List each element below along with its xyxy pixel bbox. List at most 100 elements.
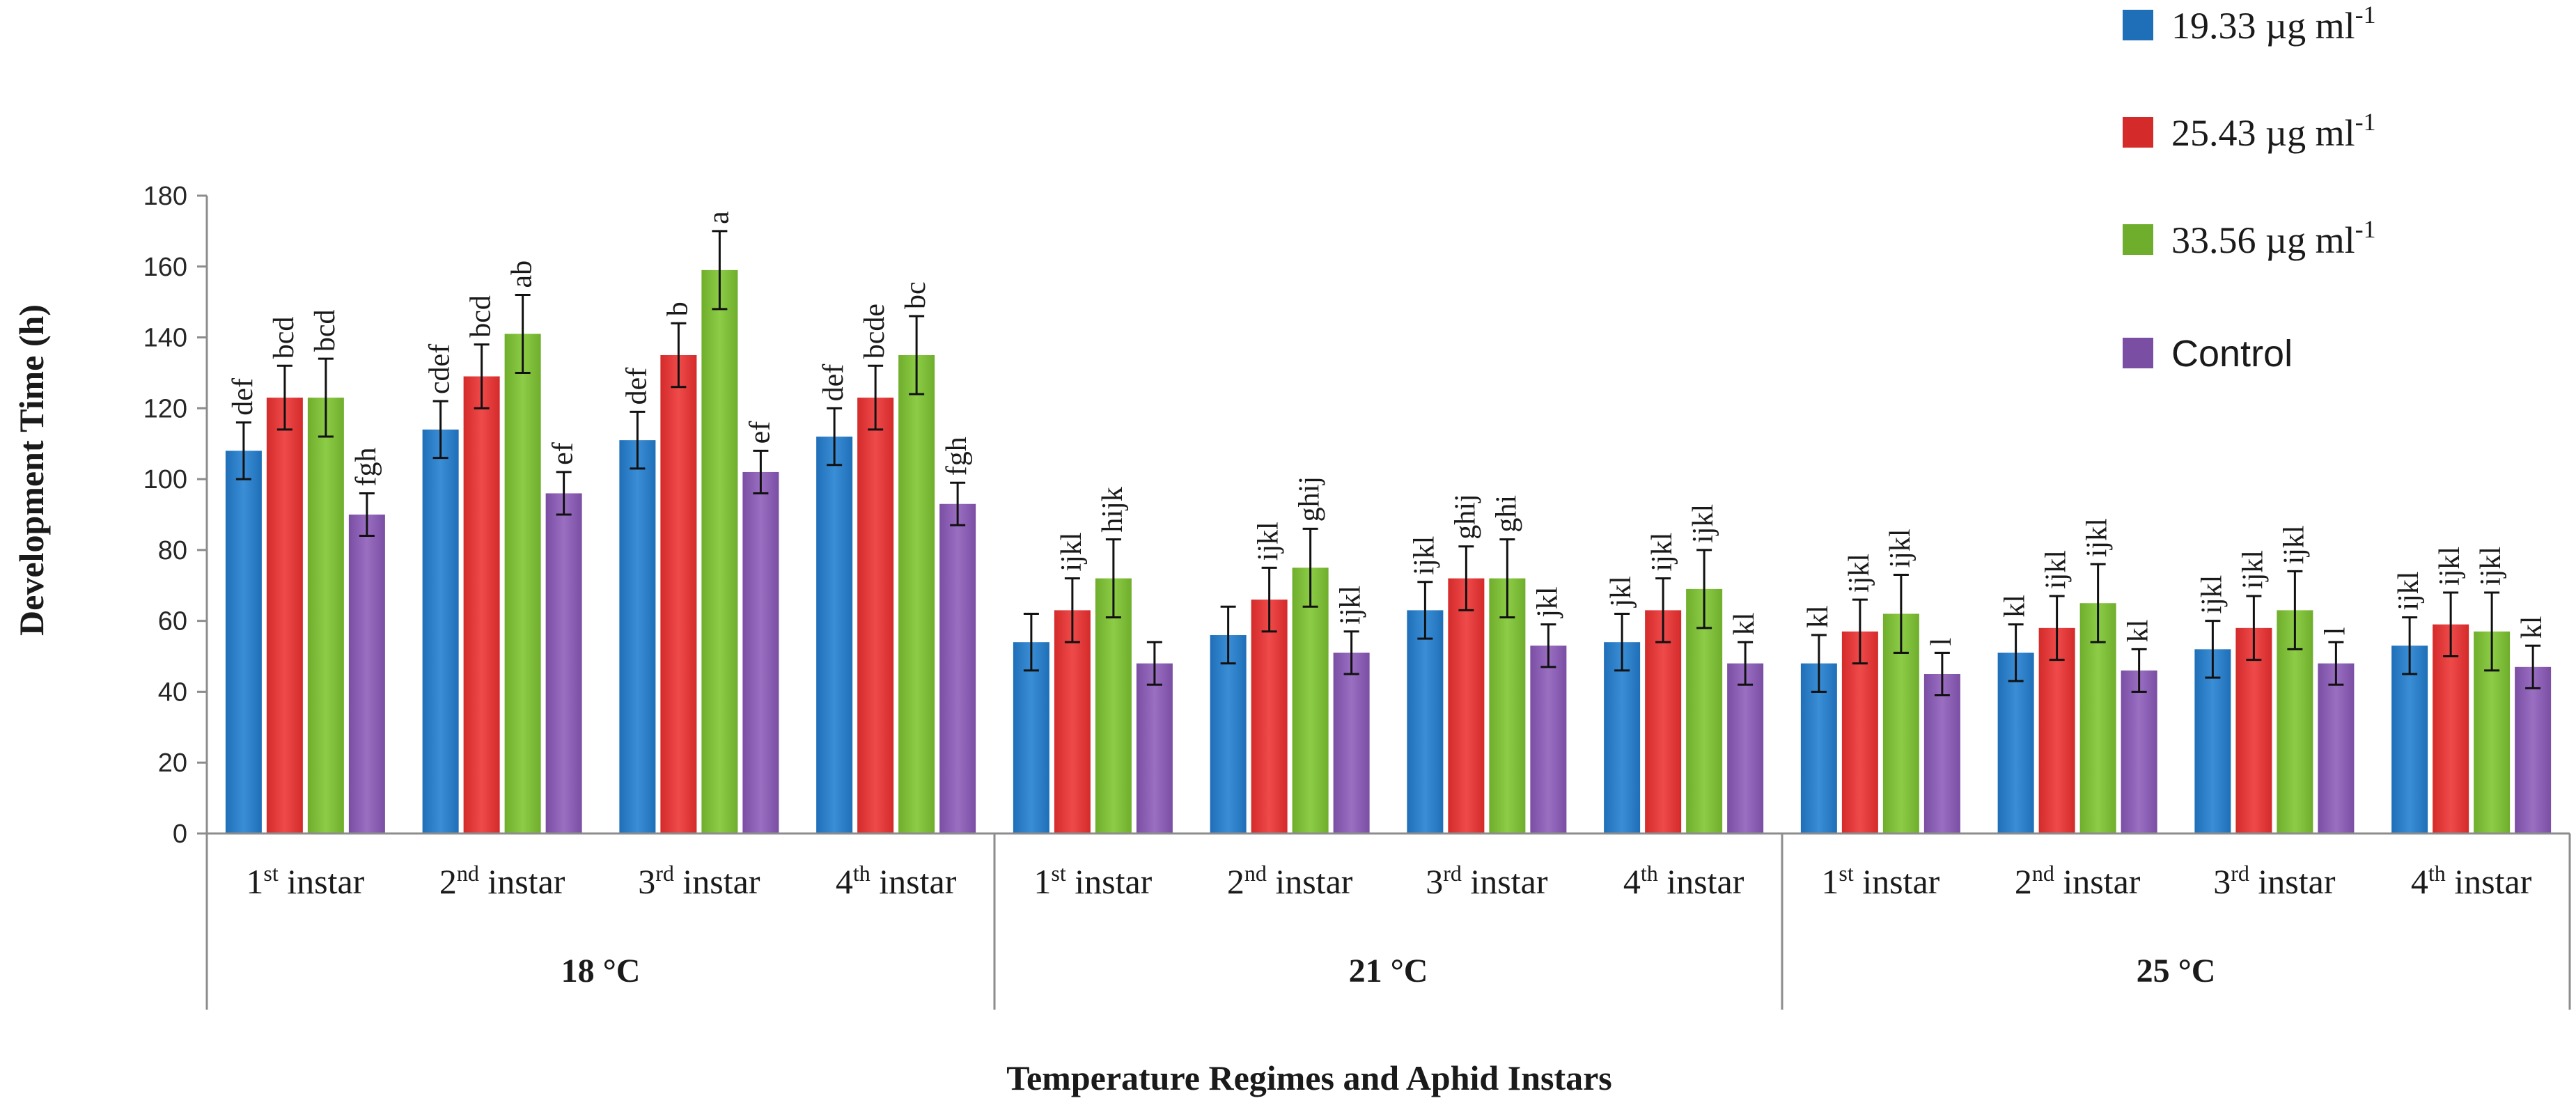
significance-letter: ijkl: [2278, 525, 2310, 564]
significance-letter: kl: [1728, 613, 1761, 636]
legend: 19.33 µg ml-1 25.43 µg ml-1 33.56 µg ml-1 C…: [2123, 1, 2376, 375]
y-tick-label: 0: [173, 820, 187, 849]
significance-letter: ghi: [1490, 495, 1522, 533]
significance-letter: jkl: [1605, 576, 1637, 608]
category-label: 3rd instar: [2213, 861, 2336, 901]
category-label: 2nd instar: [439, 861, 565, 901]
significance-letter: def: [227, 378, 259, 416]
bar: [2318, 663, 2355, 833]
significance-letter: bcde: [859, 304, 891, 359]
bar: [2235, 627, 2272, 833]
legend-swatch: [2123, 338, 2153, 368]
legend-label: Control: [2171, 333, 2293, 375]
bar: [660, 355, 697, 833]
bar: [1136, 663, 1173, 833]
significance-letter: kl: [2123, 620, 2155, 643]
significance-letter: kl: [1999, 595, 2031, 618]
bar: [1923, 674, 1960, 833]
bar: [2121, 670, 2157, 833]
category-label: 4th instar: [836, 861, 957, 901]
y-axis-title: Development Time (h): [12, 304, 51, 636]
group-label: 18 °C: [561, 953, 641, 989]
significance-letter: ijkl: [1843, 554, 1875, 593]
significance-letter: ijkl: [2475, 547, 2507, 586]
category-label: 1st instar: [1821, 861, 1939, 901]
x-axis: 1st instar 2nd instar 3rd instar 4th instar…: [205, 832, 2571, 1010]
bar: [1645, 610, 1682, 833]
bar: [1292, 567, 1329, 833]
bar: [1448, 578, 1485, 833]
category-label: 4th instar: [2411, 861, 2532, 901]
y-tick-label: 40: [158, 678, 187, 707]
group-label: 21 °C: [1349, 953, 1428, 989]
significance-letter: b: [662, 302, 694, 316]
significance-letter: fgh: [941, 437, 973, 476]
significance-letter: def: [620, 368, 653, 405]
bar: [898, 355, 935, 833]
bar: [1841, 631, 1878, 833]
bar: [1489, 578, 1526, 833]
significance-letter: l: [1926, 638, 1958, 646]
significance-letter: ijkl: [2082, 518, 2114, 557]
group-label: 25 °C: [2137, 953, 2216, 989]
significance-letter: ijkl: [1646, 533, 1678, 572]
bar: [1333, 652, 1370, 833]
significance-letter: ef: [744, 421, 776, 444]
category-label: 2nd instar: [2015, 861, 2141, 901]
significance-letter: fgh: [350, 447, 382, 486]
bar: [1686, 588, 1723, 833]
bar: [816, 437, 853, 833]
significance-letter: ijkl: [1408, 536, 1440, 575]
x-axis-title: Temperature Regimes and Aphid Instars: [1006, 1058, 1612, 1097]
bar: [619, 440, 656, 833]
legend-label: 19.33 µg ml-1: [2171, 1, 2376, 47]
bar: [225, 451, 262, 833]
significance-letter: ijkl: [2393, 572, 2425, 611]
y-tick-label: 160: [143, 253, 187, 282]
significance-letter: cdef: [424, 344, 456, 394]
category-label: 1st instar: [246, 861, 364, 901]
bar: [1407, 610, 1444, 833]
legend-label: 33.56 µg ml-1: [2171, 215, 2376, 261]
y-tick-label: 140: [143, 324, 187, 353]
significance-letter: ghij: [1294, 476, 1326, 522]
bar: [857, 398, 894, 833]
bar: [1013, 642, 1049, 833]
bar: [1095, 578, 1132, 833]
y-tick-label: 180: [143, 182, 187, 211]
significance-letter: kl: [1802, 605, 1834, 628]
bar: [2433, 624, 2469, 833]
y-tick-label: 60: [158, 607, 187, 636]
y-axis: 0 20 40 60 80 100 120 140 160 180: [143, 182, 208, 849]
bar: [1727, 663, 1764, 833]
significance-letter: ab: [506, 260, 538, 288]
legend-swatch: [2123, 224, 2153, 255]
significance-letter: ef: [547, 442, 579, 465]
bar: [742, 471, 779, 833]
bar: [1530, 645, 1567, 833]
significance-letter: ijkl: [2040, 550, 2072, 589]
bar: [1054, 610, 1091, 833]
category-label: 1st instar: [1033, 861, 1152, 901]
y-tick-label: 100: [143, 465, 187, 494]
significance-letter: kl: [2516, 616, 2548, 639]
significance-letter: ijkl: [1335, 586, 1367, 625]
legend-swatch: [2123, 117, 2153, 148]
bar: [2515, 666, 2552, 833]
significance-letter: hijk: [1097, 487, 1129, 532]
category-label: 2nd instar: [1227, 861, 1353, 901]
bar: [2194, 649, 2231, 833]
y-tick-label: 80: [158, 536, 187, 565]
bar: [2038, 627, 2075, 833]
significance-letter: ghij: [1449, 494, 1481, 539]
bar: [504, 334, 541, 833]
bar: [463, 376, 500, 833]
significance-letter: ijkl: [1056, 533, 1088, 572]
significance-letter: ijkl: [1253, 522, 1285, 561]
y-tick-label: 20: [158, 749, 187, 778]
legend-label: 25.43 µg ml-1: [2171, 108, 2376, 154]
category-label: 4th instar: [1623, 861, 1744, 901]
bar: [1251, 600, 1288, 833]
significance-letter: ijkl: [2434, 547, 2466, 586]
